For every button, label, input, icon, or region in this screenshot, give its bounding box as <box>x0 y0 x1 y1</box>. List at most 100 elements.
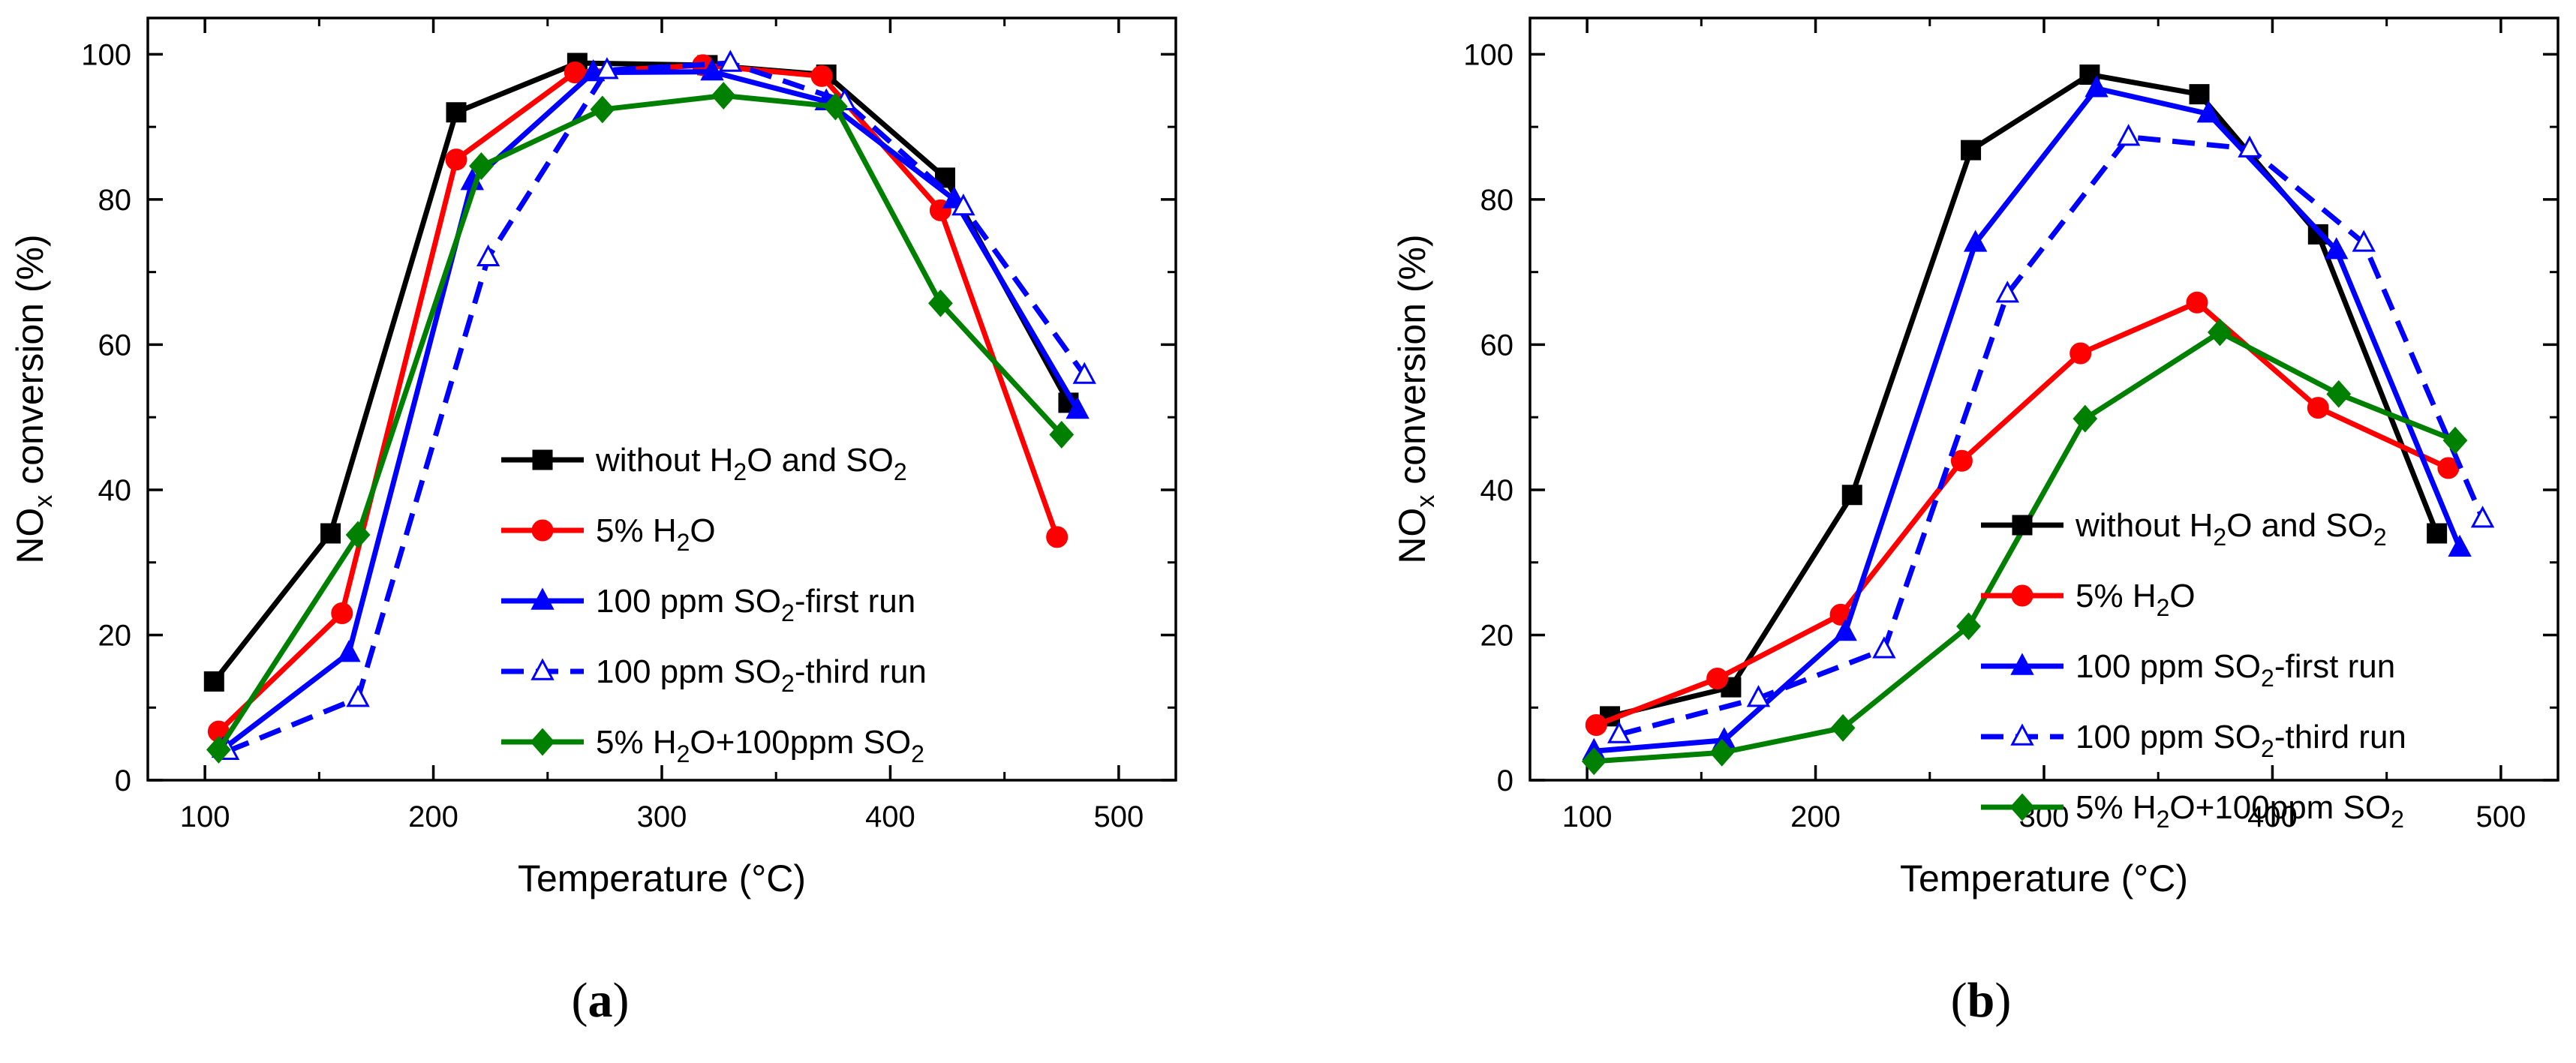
data-point <box>203 671 224 692</box>
series-3 <box>1582 75 2472 760</box>
legend-label: 100 ppm SO2-third run <box>596 653 927 697</box>
data-point <box>2470 506 2495 528</box>
y-tick-label: 80 <box>1480 184 1514 217</box>
y-tick-label: 80 <box>98 184 132 217</box>
y-tick-label: 60 <box>1480 329 1514 362</box>
legend-marker <box>2010 723 2034 746</box>
data-point <box>2238 135 2262 158</box>
legend-marker <box>2009 793 2035 821</box>
legend-label: without H2O and SO2 <box>2075 507 2387 551</box>
series-2 <box>207 54 1069 743</box>
legend-marker <box>2011 584 2033 607</box>
legend-marker <box>530 728 555 756</box>
data-point <box>1066 396 1090 419</box>
data-point <box>1841 485 1862 506</box>
data-point <box>2427 523 2448 544</box>
data-point <box>1607 721 1631 743</box>
series-line <box>216 93 1064 752</box>
legend-label: 5% H2O <box>596 512 716 556</box>
x-tick-label: 400 <box>865 800 915 833</box>
data-point <box>445 149 467 171</box>
data-point <box>469 152 494 180</box>
y-tick-label: 20 <box>98 619 132 652</box>
x-tick-label: 100 <box>180 800 230 833</box>
y-tick-label: 40 <box>98 474 132 507</box>
series-2 <box>1585 291 2460 736</box>
y-axis: 0 20 40 60 80 100 <box>1463 38 2558 797</box>
data-point <box>476 244 500 267</box>
data-point <box>2189 84 2210 105</box>
data-point <box>1833 619 1857 641</box>
data-point <box>337 640 361 662</box>
x-tick-label: 500 <box>2476 800 2526 833</box>
y-tick-label: 60 <box>98 329 132 362</box>
data-point <box>711 82 736 110</box>
y-tick-label: 40 <box>1480 474 1514 507</box>
legend-marker <box>2010 653 2034 675</box>
legend-label: 5% H2O+100ppm SO2 <box>596 724 924 767</box>
x-tick-label: 500 <box>1094 800 1144 833</box>
series-3 <box>211 59 1090 758</box>
data-point <box>1872 636 1896 659</box>
data-point <box>331 602 353 624</box>
data-point <box>2070 342 2092 365</box>
data-point <box>810 65 833 87</box>
data-point <box>1961 140 1982 161</box>
data-point <box>2116 124 2141 146</box>
data-point <box>822 92 848 121</box>
legend: without H2O and SO2 5% H2O 100 ppm SO2-fir… <box>501 442 927 767</box>
data-point <box>1706 668 1729 690</box>
x-tick-label: 100 <box>1562 800 1613 833</box>
data-point <box>446 102 467 123</box>
legend-label: 100 ppm SO2-third run <box>2076 719 2406 762</box>
legend-label: 100 ppm SO2-first run <box>2076 648 2395 692</box>
data-point <box>1046 526 1069 548</box>
data-point <box>928 289 953 317</box>
series-5 <box>206 82 1075 764</box>
data-point <box>2196 101 2220 123</box>
data-point <box>595 57 619 80</box>
series-line <box>1595 299 2450 728</box>
data-point <box>2442 426 2468 455</box>
y-axis: 0 20 40 60 80 100 <box>81 38 1176 797</box>
data-point <box>1995 281 2019 303</box>
y-axis-label: NOx conversion (%) <box>1391 234 1440 563</box>
legend-marker <box>2012 515 2033 536</box>
panel-label-a: (a) <box>572 973 630 1028</box>
legend-marker <box>532 449 553 470</box>
series-1 <box>1600 64 2448 727</box>
data-point <box>1049 420 1075 449</box>
data-point <box>2326 380 2352 408</box>
panel-label-b: (b) <box>1951 973 2012 1028</box>
x-tick-label: 200 <box>408 800 458 833</box>
data-point <box>2352 230 2376 252</box>
data-point <box>590 95 615 124</box>
data-point <box>2448 534 2472 557</box>
y-tick-label: 100 <box>81 38 131 71</box>
data-point <box>2085 75 2109 98</box>
data-point <box>564 62 586 84</box>
legend-label: 5% H2O+100ppm SO2 <box>2076 789 2404 833</box>
series-line <box>212 60 1071 683</box>
series-4 <box>1607 124 2495 743</box>
data-point <box>1585 713 1607 736</box>
data-point <box>718 50 743 72</box>
data-point <box>951 194 975 216</box>
data-point <box>1963 230 1988 252</box>
legend-label: without H2O and SO2 <box>595 442 907 485</box>
x-axis: 100 200 300 400 500 <box>1562 18 2526 833</box>
data-point <box>206 735 231 764</box>
data-point <box>320 523 341 544</box>
data-point <box>2186 291 2208 314</box>
x-axis: 100 200 300 400 500 <box>180 18 1144 833</box>
chart-panel-a: 100 200 300 400 500 0 20 40 60 80 100 Temperature (… <box>9 17 1177 899</box>
data-point <box>1581 747 1607 776</box>
data-point <box>345 521 371 549</box>
legend: without H2O and SO2 5% H2O 100 ppm SO2-fir… <box>1981 507 2406 833</box>
data-point <box>346 685 370 707</box>
data-point <box>2324 237 2349 260</box>
y-tick-label: 0 <box>1497 764 1513 797</box>
x-tick-label: 300 <box>637 800 687 833</box>
